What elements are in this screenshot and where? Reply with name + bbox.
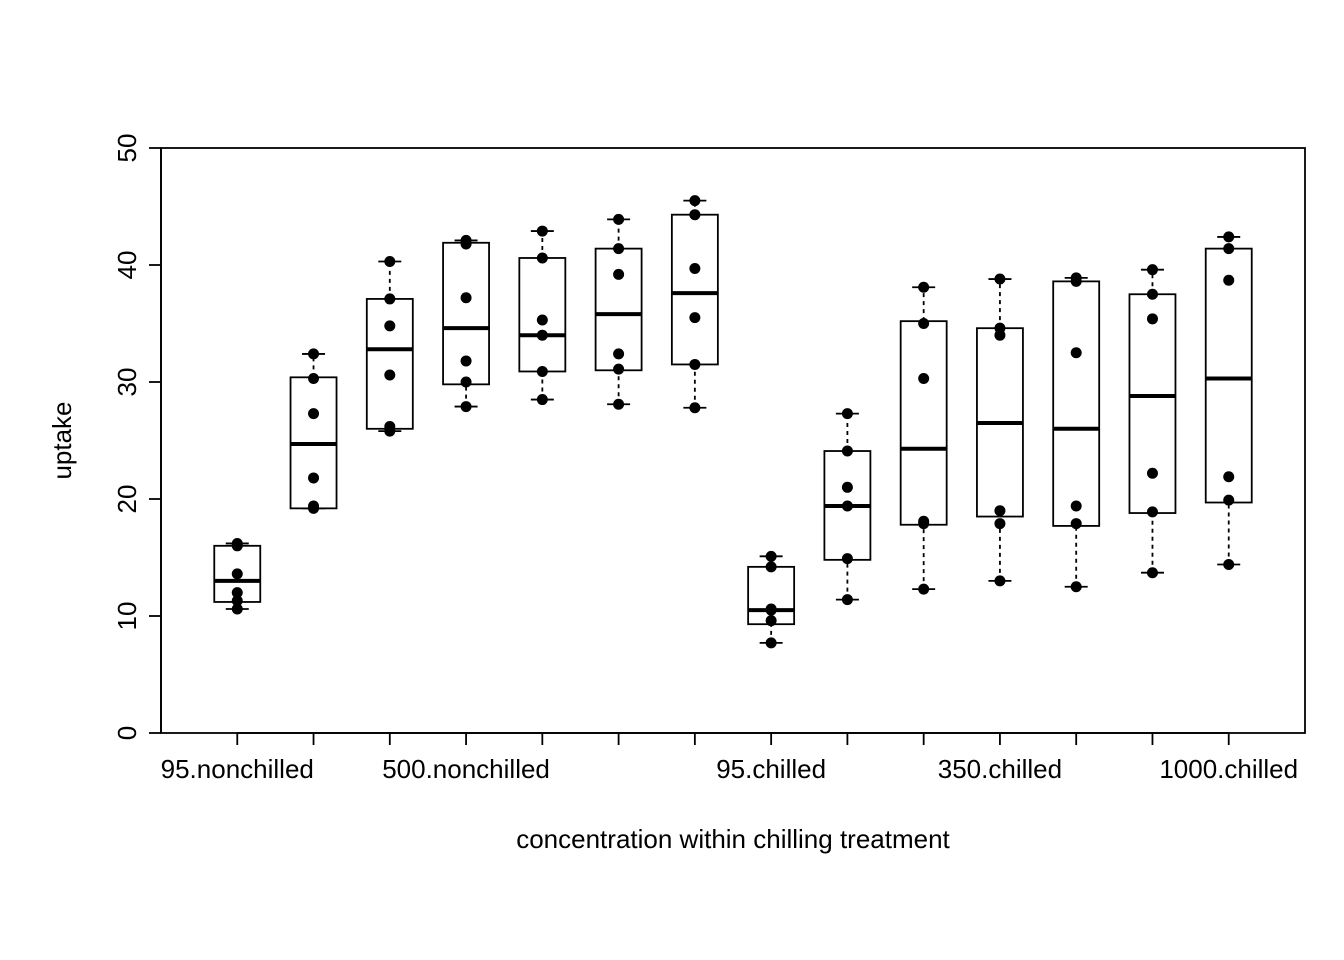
box	[1129, 294, 1175, 513]
data-point	[1223, 471, 1234, 482]
data-point	[613, 399, 624, 410]
data-point	[232, 587, 243, 598]
data-point	[994, 505, 1005, 516]
data-point	[384, 320, 395, 331]
y-tick-label: 30	[112, 368, 142, 397]
data-point	[994, 518, 1005, 529]
data-point	[1071, 581, 1082, 592]
data-point	[1223, 243, 1234, 254]
x-tick-label: 95.chilled	[716, 754, 826, 784]
data-point	[842, 501, 853, 512]
data-point	[613, 243, 624, 254]
data-point	[613, 269, 624, 280]
data-point	[613, 214, 624, 225]
data-point	[1147, 313, 1158, 324]
y-tick-label: 0	[112, 726, 142, 740]
y-tick-label: 50	[112, 134, 142, 163]
data-point	[918, 318, 929, 329]
data-point	[1223, 275, 1234, 286]
data-point	[994, 274, 1005, 285]
data-point	[1223, 559, 1234, 570]
data-point	[918, 282, 929, 293]
data-point	[232, 568, 243, 579]
data-point	[1071, 272, 1082, 283]
data-point	[1071, 347, 1082, 358]
data-point	[689, 209, 700, 220]
data-point	[1071, 501, 1082, 512]
box	[367, 299, 413, 429]
box	[901, 321, 947, 525]
data-point	[1071, 518, 1082, 529]
data-point	[689, 263, 700, 274]
data-point	[994, 330, 1005, 341]
data-point	[461, 292, 472, 303]
data-point	[537, 226, 548, 237]
data-point	[766, 603, 777, 614]
data-point	[613, 364, 624, 375]
data-point	[537, 252, 548, 263]
data-point	[537, 314, 548, 325]
data-point	[384, 256, 395, 267]
data-point	[918, 516, 929, 527]
data-point	[766, 551, 777, 562]
data-point	[918, 584, 929, 595]
data-point	[766, 637, 777, 648]
box	[672, 215, 718, 365]
data-point	[689, 195, 700, 206]
data-point	[842, 482, 853, 493]
data-point	[461, 401, 472, 412]
data-point	[1147, 567, 1158, 578]
data-point	[766, 561, 777, 572]
data-point	[842, 553, 853, 564]
data-point	[689, 402, 700, 413]
data-point	[994, 575, 1005, 586]
data-point	[308, 348, 319, 359]
data-point	[613, 348, 624, 359]
y-tick-label: 20	[112, 485, 142, 514]
data-point	[1147, 506, 1158, 517]
y-axis-label: uptake	[47, 401, 77, 479]
data-point	[537, 330, 548, 341]
data-point	[461, 377, 472, 388]
data-point	[308, 501, 319, 512]
data-point	[842, 594, 853, 605]
data-point	[1147, 264, 1158, 275]
data-point	[537, 394, 548, 405]
box	[1206, 249, 1252, 503]
data-point	[842, 408, 853, 419]
data-point	[766, 615, 777, 626]
box	[1053, 281, 1099, 526]
data-point	[842, 446, 853, 457]
x-tick-label: 95.nonchilled	[161, 754, 314, 784]
data-point	[232, 538, 243, 549]
data-point	[1223, 495, 1234, 506]
chart-svg: 0 10 20 30 40 50 uptake 95.nonchilled 500.nonchi…	[0, 0, 1344, 960]
x-tick-label: 1000.chilled	[1159, 754, 1298, 784]
data-point	[689, 312, 700, 323]
data-point	[384, 421, 395, 432]
data-point	[1223, 231, 1234, 242]
data-point	[384, 293, 395, 304]
x-axis-label: concentration within chilling treatment	[516, 824, 950, 854]
y-tick-label: 40	[112, 251, 142, 280]
x-tick-label: 350.chilled	[938, 754, 1062, 784]
data-point	[689, 359, 700, 370]
data-point	[308, 408, 319, 419]
data-point	[384, 369, 395, 380]
data-point	[537, 366, 548, 377]
data-point	[1147, 289, 1158, 300]
x-tick-label: 500.nonchilled	[382, 754, 550, 784]
data-point	[308, 373, 319, 384]
boxplot-chart: 0 10 20 30 40 50 uptake 95.nonchilled 500.nonchi…	[0, 0, 1344, 960]
data-point	[461, 355, 472, 366]
data-point	[918, 373, 929, 384]
data-point	[308, 472, 319, 483]
data-point	[1147, 468, 1158, 479]
y-tick-label: 10	[112, 602, 142, 631]
data-point	[461, 235, 472, 246]
